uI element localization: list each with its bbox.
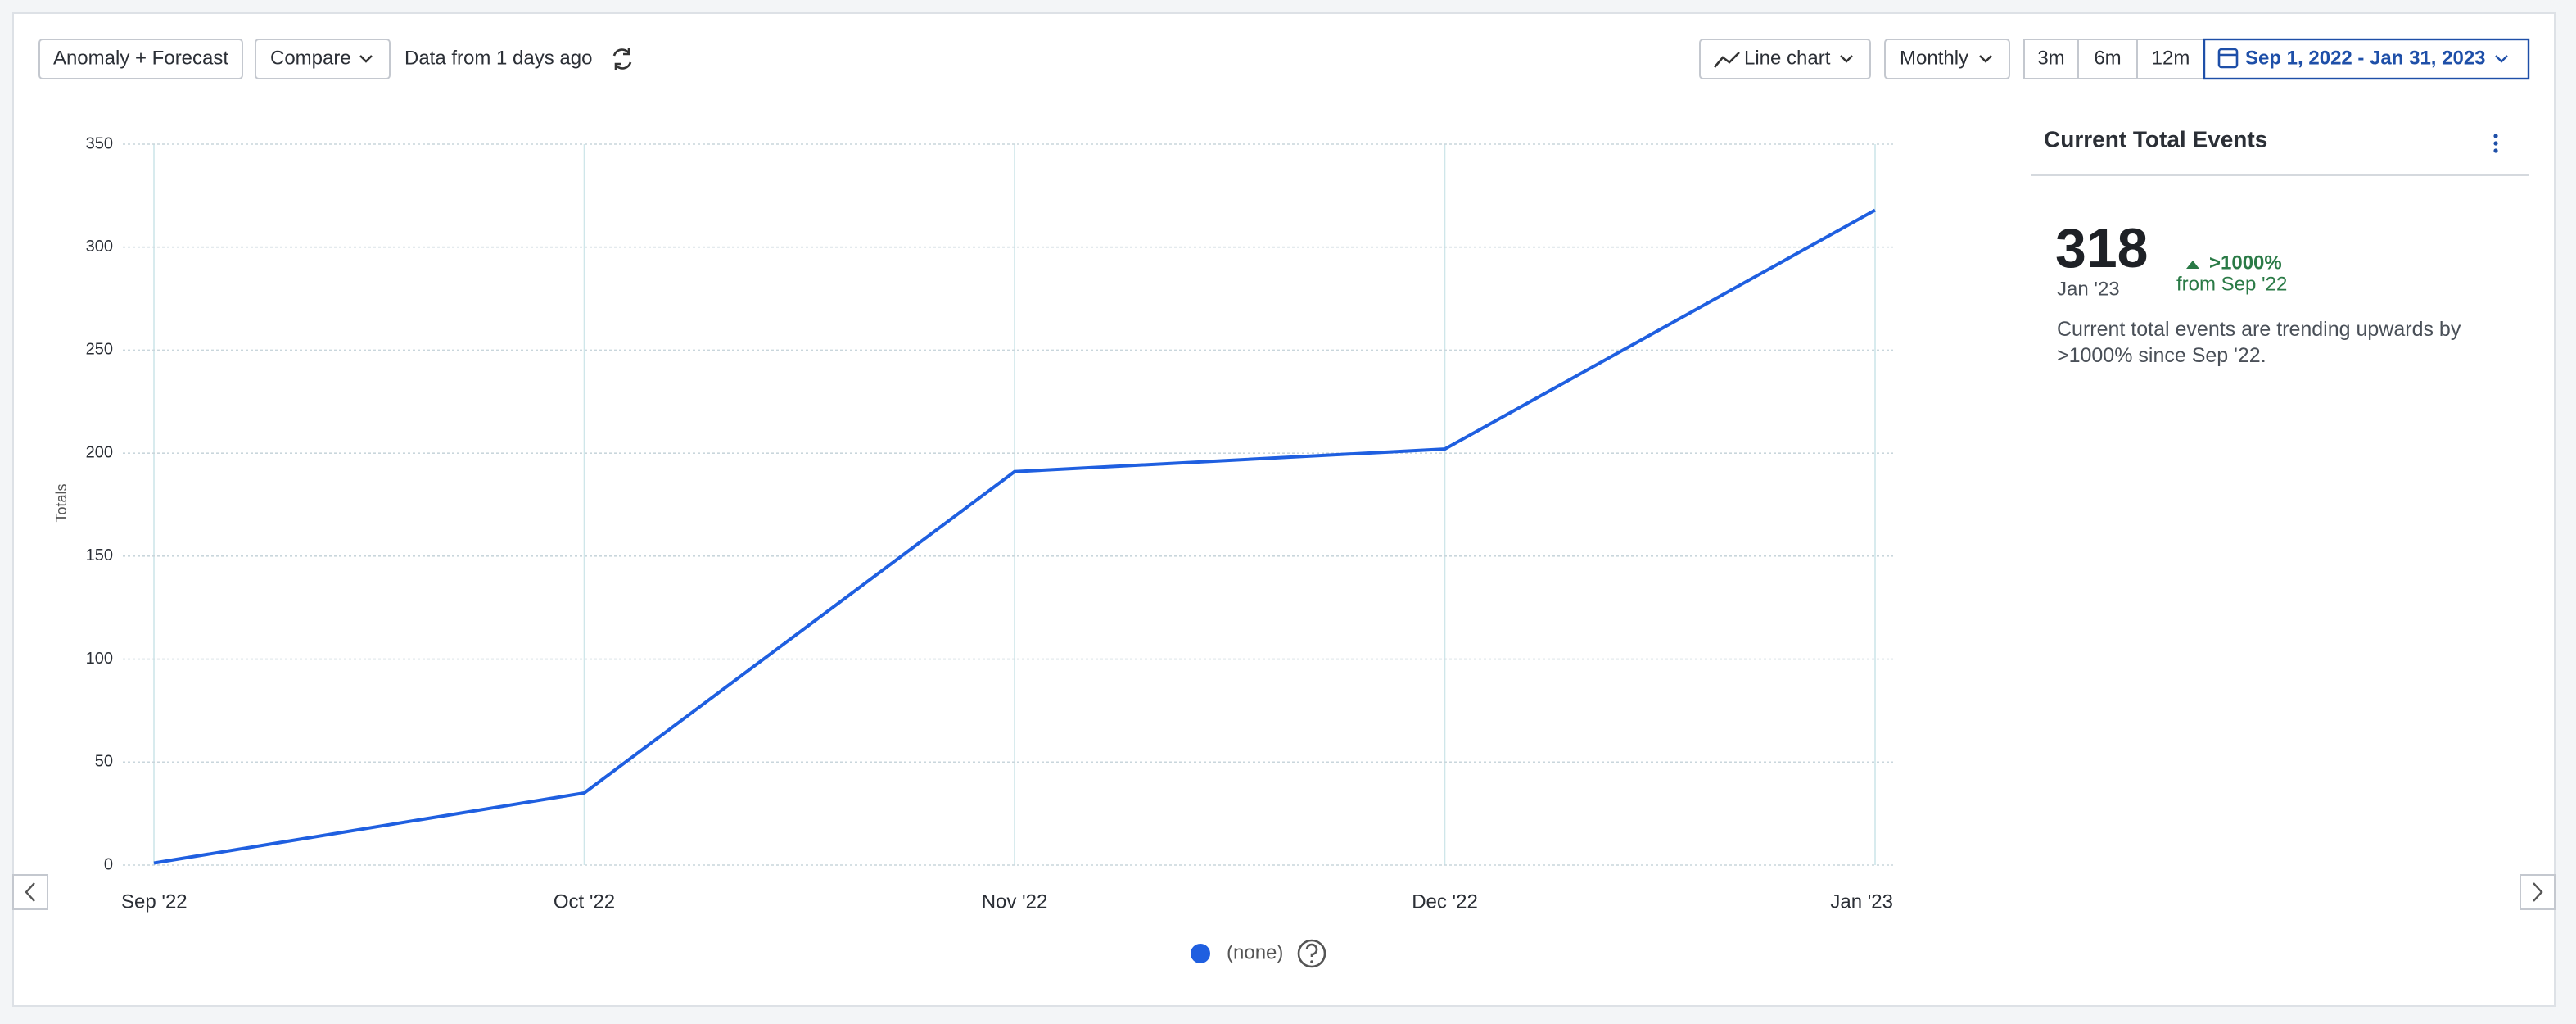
nav-box xyxy=(12,874,48,910)
x-tick-label: Dec '22 xyxy=(1412,890,1478,913)
y-tick-label: 150 xyxy=(86,546,113,564)
anomaly-button[interactable]: Anomaly + Forecast xyxy=(38,39,243,79)
y-tick-label: 0 xyxy=(104,855,113,873)
dot xyxy=(2493,141,2498,146)
question-dot xyxy=(1310,960,1313,963)
y-tick-label: 100 xyxy=(86,650,113,668)
chart-type-button[interactable]: Line chart xyxy=(1699,39,1871,79)
arrow xyxy=(614,62,621,70)
current-period: Jan '23 xyxy=(2057,278,2120,300)
nav-right[interactable] xyxy=(2520,874,2556,910)
help-circle xyxy=(1297,939,1326,968)
nav-left[interactable] xyxy=(12,874,48,910)
y-tick-label: 200 xyxy=(86,443,113,461)
change-value: >1000% xyxy=(2209,251,2282,274)
description-box: Current total events are trending upward… xyxy=(2057,318,2461,367)
card xyxy=(12,12,2556,1007)
x-tick-label: Sep '22 xyxy=(121,890,188,913)
arc xyxy=(612,48,630,57)
interval-button[interactable]: Monthly xyxy=(1884,39,2010,79)
insight-panel: Current Total Events 318 Jan '23 >1000% … xyxy=(2031,126,2529,367)
series-line xyxy=(153,208,1876,865)
y-tick-label: 250 xyxy=(86,341,113,359)
up-arrow xyxy=(2186,261,2199,269)
range-3m[interactable]: 3m xyxy=(2023,39,2079,79)
button-label: Monthly xyxy=(1900,47,1968,69)
question-mark xyxy=(1305,943,1318,957)
range-12m[interactable]: 12m xyxy=(2136,39,2205,79)
x-tick-label: Jan '23 xyxy=(1830,890,1893,913)
panel-menu[interactable] xyxy=(2493,134,2498,153)
date-range-button[interactable]: Sep 1, 2022 - Jan 31, 2023 xyxy=(2203,38,2530,80)
button-box xyxy=(2203,38,2530,80)
button-box xyxy=(2077,39,2138,79)
line-icon xyxy=(1714,52,1740,68)
refresh-icon[interactable] xyxy=(612,48,632,70)
legend: (none) xyxy=(1191,939,1326,968)
calendar-icon xyxy=(2217,48,2239,69)
chevron xyxy=(1840,55,1853,63)
button-box xyxy=(255,39,391,79)
y-axis-label: Totals xyxy=(53,483,70,522)
nav-box xyxy=(2520,874,2556,910)
button-label: Line chart xyxy=(1744,47,1831,69)
chart: Totals Sep '22 Oct '22 Nov '22 Dec '22 Jan '… xyxy=(53,134,1893,913)
help-icon[interactable] xyxy=(1297,939,1326,968)
description: Current total events are trending upward… xyxy=(2057,318,2461,367)
chevron xyxy=(2495,55,2508,63)
dot xyxy=(2493,148,2498,153)
button-label: Sep 1, 2022 - Jan 31, 2023 xyxy=(2245,47,2486,69)
button-box xyxy=(1884,39,2010,79)
button-label: Compare xyxy=(270,47,351,69)
range-6m[interactable]: 6m xyxy=(2077,39,2138,79)
button-box xyxy=(38,39,243,79)
chevron xyxy=(2533,882,2543,902)
current-value: 318 xyxy=(2055,217,2148,279)
button-label: 6m xyxy=(2094,47,2121,69)
x-tick-label: Oct '22 xyxy=(554,890,615,913)
legend-label: (none) xyxy=(1227,941,1283,963)
button-box xyxy=(2023,39,2079,79)
button-label: Anomaly + Forecast xyxy=(53,47,228,69)
y-tick-label: 350 xyxy=(86,134,113,152)
legend-marker xyxy=(1191,944,1210,963)
y-tick-label: 50 xyxy=(95,753,113,771)
arrow xyxy=(623,48,630,56)
dot xyxy=(2493,134,2498,138)
button-label: 12m xyxy=(2152,47,2190,69)
button-box xyxy=(2136,39,2205,79)
chevron xyxy=(1979,55,1992,63)
panel-title: Current Total Events xyxy=(2044,126,2267,152)
change-from: from Sep '22 xyxy=(2176,273,2287,295)
y-tick-label: 300 xyxy=(86,238,113,256)
data-freshness: Data from 1 days ago xyxy=(404,47,592,69)
x-tick-label: Nov '22 xyxy=(982,890,1048,913)
chevron xyxy=(25,882,35,902)
arc xyxy=(614,61,632,70)
button-label: 3m xyxy=(2037,47,2064,69)
chevron xyxy=(359,55,373,63)
button-box xyxy=(1699,39,1871,79)
compare-button[interactable]: Compare xyxy=(255,39,391,79)
